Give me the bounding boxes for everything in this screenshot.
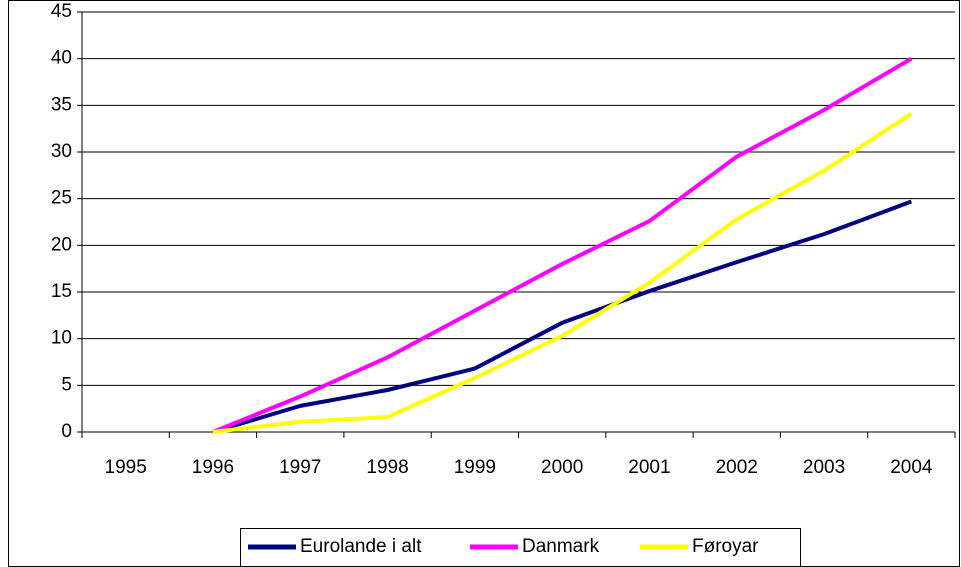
y-tick-label: 5 bbox=[61, 374, 72, 395]
x-tick-label: 1997 bbox=[279, 457, 321, 478]
x-tick-label: 1999 bbox=[454, 457, 496, 478]
series-line bbox=[212, 199, 913, 434]
x-tick-label: 2000 bbox=[541, 457, 583, 478]
y-tick-label: 40 bbox=[51, 48, 72, 69]
y-tick-label: 45 bbox=[51, 1, 72, 22]
y-tick-label: 15 bbox=[51, 281, 72, 302]
y-tick-label: 25 bbox=[51, 188, 72, 209]
x-tick-label: 2002 bbox=[716, 457, 758, 478]
legend-box bbox=[240, 528, 801, 567]
legend-label: Danmark bbox=[522, 536, 600, 557]
legend-label: Føroyar bbox=[692, 536, 759, 557]
legend-label: Eurolande i alt bbox=[300, 536, 422, 557]
y-tick-label: 20 bbox=[51, 234, 72, 255]
series-line bbox=[212, 56, 913, 434]
y-tick-label: 0 bbox=[61, 421, 72, 442]
x-tick-label: 2004 bbox=[890, 457, 933, 478]
x-tick-label: 1998 bbox=[366, 457, 408, 478]
y-tick-label: 30 bbox=[51, 141, 72, 162]
x-tick-label: 2003 bbox=[803, 457, 845, 478]
series-line bbox=[212, 112, 913, 434]
x-tick-label: 1996 bbox=[192, 457, 234, 478]
chart-border bbox=[8, 0, 960, 567]
y-tick-label: 35 bbox=[51, 94, 72, 115]
y-tick-label: 10 bbox=[51, 328, 72, 349]
x-tick-label: 2001 bbox=[628, 457, 670, 478]
x-tick-label: 1995 bbox=[105, 457, 147, 478]
